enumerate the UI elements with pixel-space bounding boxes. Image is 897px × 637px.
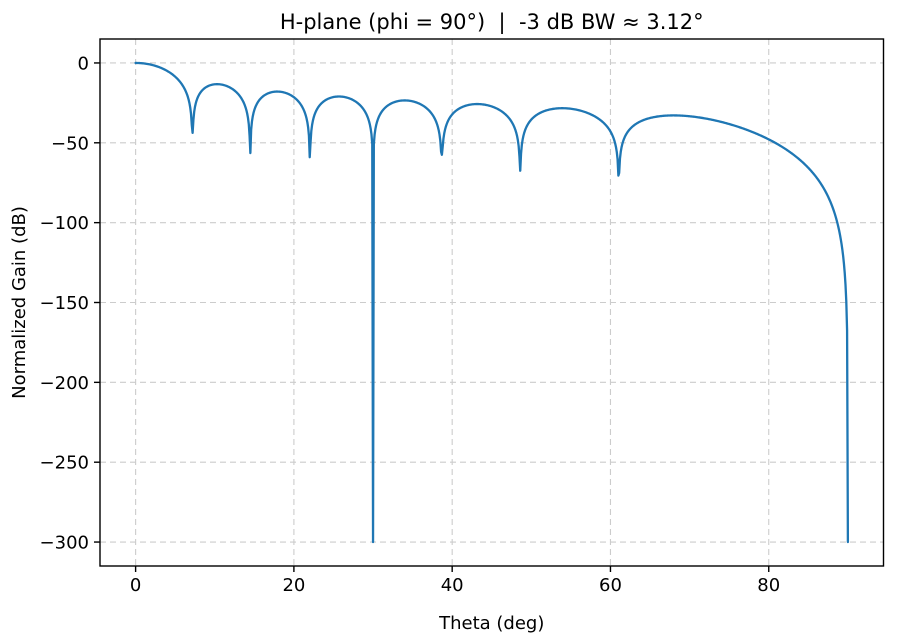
y-tick-label: −250 — [40, 453, 89, 474]
x-axis-label: Theta (deg) — [438, 613, 544, 634]
x-tick-label: 20 — [282, 575, 305, 596]
x-tick-label: 60 — [599, 575, 622, 596]
y-tick-label: 0 — [78, 53, 89, 74]
chart-title: H-plane (phi = 90°) | -3 dB BW ≈ 3.12° — [280, 10, 704, 35]
y-tick-label: −50 — [51, 133, 89, 154]
y-tick-label: −300 — [40, 533, 89, 554]
x-tick-label: 0 — [130, 575, 141, 596]
y-tick-label: −200 — [40, 373, 89, 394]
y-axis-label: Normalized Gain (dB) — [9, 206, 30, 399]
y-tick-label: −150 — [40, 293, 89, 314]
x-tick-label: 40 — [441, 575, 464, 596]
pattern-line — [134, 61, 850, 544]
y-tick-label: −100 — [40, 213, 89, 234]
x-tick-label: 80 — [757, 575, 780, 596]
